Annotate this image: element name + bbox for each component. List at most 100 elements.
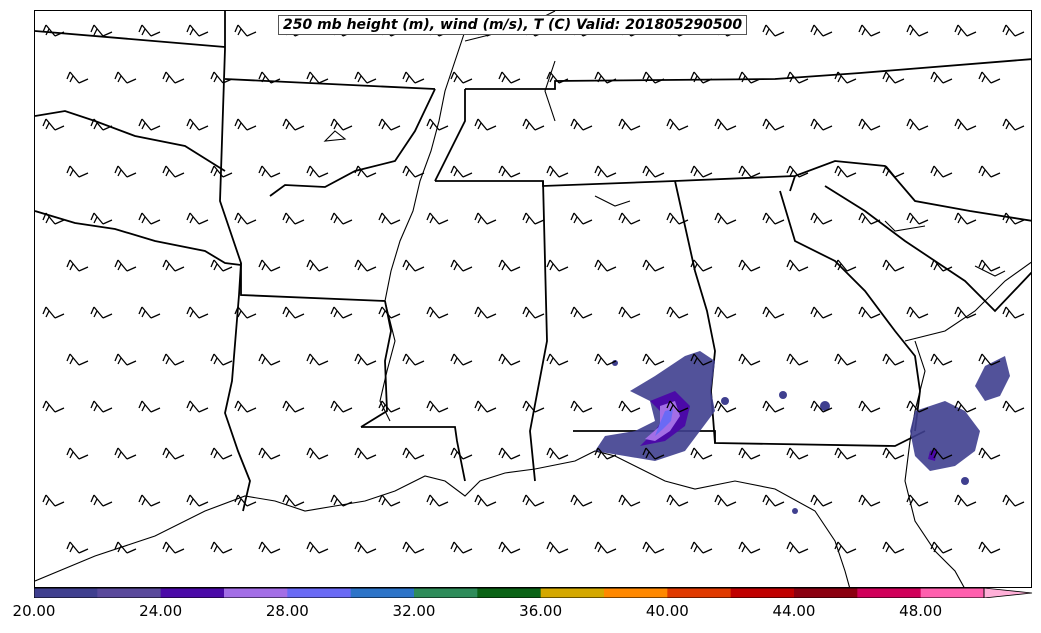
wind-barb [42, 24, 65, 37]
colorbar-segment [857, 588, 922, 598]
wind-barb [690, 541, 713, 554]
border-line [35, 210, 242, 266]
wind-barb [354, 353, 377, 366]
wind-barb [570, 400, 593, 413]
wind-barb [522, 494, 545, 507]
state-boundaries [35, 11, 1031, 512]
wind-barb [306, 353, 329, 366]
wind-barb [834, 259, 857, 272]
wind-barb [714, 494, 737, 507]
wind-barb [690, 353, 713, 366]
wind-barb [762, 24, 785, 37]
wind-barb [330, 400, 353, 413]
contour-fill-20 [792, 508, 798, 514]
map-title: 250 mb height (m), wind (m/s), T (C) Val… [278, 15, 748, 35]
colorbar-tick-label: 44.00 [772, 602, 816, 620]
wind-barb [498, 165, 521, 178]
wind-barb [162, 71, 185, 84]
wind-barb [450, 447, 473, 460]
wind-barb [714, 118, 737, 131]
wind-barb [882, 447, 905, 460]
wind-barb [882, 259, 905, 272]
wind-barb [858, 494, 881, 507]
wind-barb [906, 494, 929, 507]
colorbar-segment [920, 588, 985, 598]
border-line [779, 190, 921, 432]
wind-barb [786, 447, 809, 460]
wind-barb [306, 447, 329, 460]
wind-barb [114, 259, 137, 272]
wind-barb [474, 306, 497, 319]
wind-barb [834, 447, 857, 460]
wind-barb [882, 541, 905, 554]
wind-barb [858, 212, 881, 225]
wind-barb [786, 353, 809, 366]
wind-barb [378, 212, 401, 225]
border-line [824, 185, 1031, 313]
wind-barb [618, 400, 641, 413]
contour-fill-20 [910, 401, 980, 471]
contour-fill-20 [961, 477, 969, 485]
colorbar-segment [224, 588, 288, 598]
colorbar-segment [540, 588, 605, 598]
wind-barb [546, 71, 569, 84]
wind-barb [114, 541, 137, 554]
wind-barb [90, 306, 113, 319]
wind-barb [378, 494, 401, 507]
wind-barb [234, 494, 257, 507]
border-line [240, 263, 386, 302]
wind-barb [138, 400, 161, 413]
wind-barb [858, 400, 881, 413]
colorbar-segment [477, 588, 542, 598]
wind-barb [786, 71, 809, 84]
wind-barb [138, 306, 161, 319]
wind-barb [498, 353, 521, 366]
wind-barb [210, 447, 233, 460]
wind-barb [954, 494, 977, 507]
wind-barb [906, 306, 929, 319]
wind-barb [306, 165, 329, 178]
wind-barb [42, 212, 65, 225]
wind-barb [642, 71, 665, 84]
wind-barb [906, 212, 929, 225]
wind-barb [282, 494, 305, 507]
wind-barb [210, 71, 233, 84]
wind-barb [426, 212, 449, 225]
colorbar-segment [730, 588, 795, 598]
wind-barb [162, 447, 185, 460]
wind-barb [546, 165, 569, 178]
wind-barb [66, 353, 89, 366]
wind-barb [978, 541, 1001, 554]
wind-barb [594, 447, 617, 460]
river [544, 60, 556, 122]
wind-barb [426, 118, 449, 131]
wind-barb [1002, 494, 1025, 507]
wind-barb [978, 447, 1001, 460]
river [594, 195, 631, 207]
colorbar-tick-labels: 20.00 24.00 28.00 32.00 36.00 40.00 44.00 48.00 [0, 602, 1041, 622]
wind-barb [450, 165, 473, 178]
wind-barb [618, 212, 641, 225]
wind-barb [426, 306, 449, 319]
wind-barb [546, 447, 569, 460]
wind-barb [90, 400, 113, 413]
border-line [674, 160, 1031, 222]
contour-fill-20 [779, 391, 787, 399]
wind-barb [954, 306, 977, 319]
wind-barb [882, 165, 905, 178]
wind-barb [354, 71, 377, 84]
wind-barb [354, 541, 377, 554]
wind-barb [978, 71, 1001, 84]
wind-barb [834, 165, 857, 178]
contour-fill-28-core [655, 409, 673, 436]
wind-barb [90, 118, 113, 131]
colorbar-tick-label: 36.00 [519, 602, 563, 620]
wind-barb [930, 541, 953, 554]
colorbar-segment [97, 588, 162, 598]
wind-barb [330, 494, 353, 507]
wind-barb [738, 71, 761, 84]
wind-barb [234, 306, 257, 319]
border-line [219, 11, 251, 512]
wind-barb [210, 259, 233, 272]
wind-barb [258, 165, 281, 178]
